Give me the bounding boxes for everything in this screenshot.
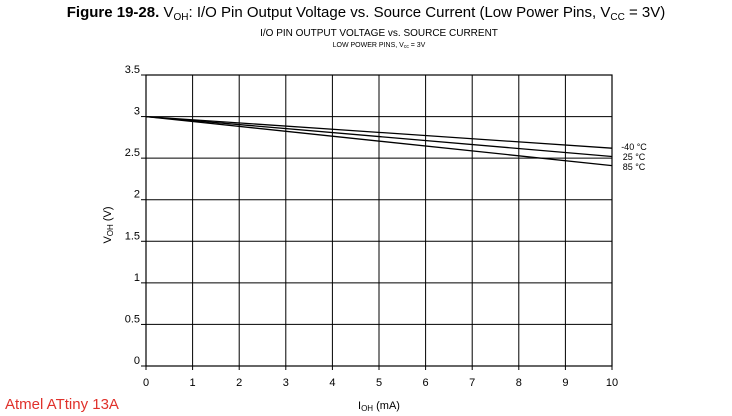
plot-frame [145, 74, 613, 367]
series-lines [145, 115, 613, 167]
watermark: Atmel ATtiny 13A [5, 396, 119, 413]
chart-title: I/O PIN OUTPUT VOLTAGE vs. SOURCE CURREN… [260, 28, 498, 39]
y-tick-label: 1.5 [125, 230, 140, 242]
series-label: -40 °C [621, 142, 647, 152]
axes [141, 74, 613, 370]
figure-title: Figure 19-28. VOH: I/O Pin Output Voltag… [0, 4, 732, 23]
y-axis-label: VOH (V) [102, 206, 115, 243]
figure-title-vcc-sub: CC [610, 12, 625, 23]
series-label: 25 °C [623, 152, 646, 162]
x-tick-label: 9 [562, 377, 568, 389]
x-tick-label: 6 [423, 377, 429, 389]
y-tick-label: 2.5 [125, 147, 140, 159]
series-label: 85 °C [623, 162, 646, 172]
y-axis-label-main: V [102, 236, 114, 244]
x-tick-label: 0 [143, 377, 149, 389]
x-axis-label-end: (mA) [373, 400, 400, 412]
x-tick-label: 8 [516, 377, 522, 389]
x-tick-label: 7 [469, 377, 475, 389]
figure-title-v-sub: OH [173, 12, 189, 23]
legend: -40 °C25 °C85 °C [621, 142, 647, 172]
figure-title-mid: : I/O Pin Output Voltage vs. Source Curr… [188, 4, 611, 21]
x-tick-label: 10 [606, 377, 618, 389]
x-tick-label: 5 [376, 377, 382, 389]
y-tick-label: 3 [134, 106, 140, 118]
x-tick-label: 3 [283, 377, 289, 389]
figure-title-v: V [163, 4, 174, 21]
chart-subtitle: LOW POWER PINS, Vcc = 3V [146, 41, 612, 50]
y-tick-label: 0 [134, 355, 140, 367]
x-tick-label: 1 [190, 377, 196, 389]
chart-subtitle-end: = 3V [408, 42, 426, 49]
figure-label: Figure 19-28. [66, 4, 160, 21]
grid [145, 74, 613, 367]
y-axis-label-end: (V) [102, 206, 114, 224]
y-tick-label: 3.5 [125, 64, 140, 76]
series-line [145, 115, 613, 158]
x-axis-label-sub: OH [361, 404, 373, 413]
y-axis-label-sub: OH [106, 224, 115, 236]
figure-title-end: = 3V) [624, 4, 666, 21]
x-tick-label: 2 [236, 377, 242, 389]
x-tick-label: 4 [329, 377, 335, 389]
x-axis-label-main: I [358, 400, 361, 412]
chart-subtitle-sub: cc [403, 44, 409, 50]
chart-subtitle-main: LOW POWER PINS, V [332, 42, 404, 49]
series-line [145, 115, 613, 149]
series-line [145, 115, 613, 167]
tick-labels: 0 1 2 3 4 5 6 7 8 9 10 0 0.5 1 1.5 2 2.5 3 3.5 [125, 64, 618, 389]
y-tick-label: 2 [134, 189, 140, 201]
y-tick-label: 0.5 [125, 313, 140, 325]
y-tick-label: 1 [134, 272, 140, 284]
x-axis-label: IOH (mA) [358, 400, 400, 413]
